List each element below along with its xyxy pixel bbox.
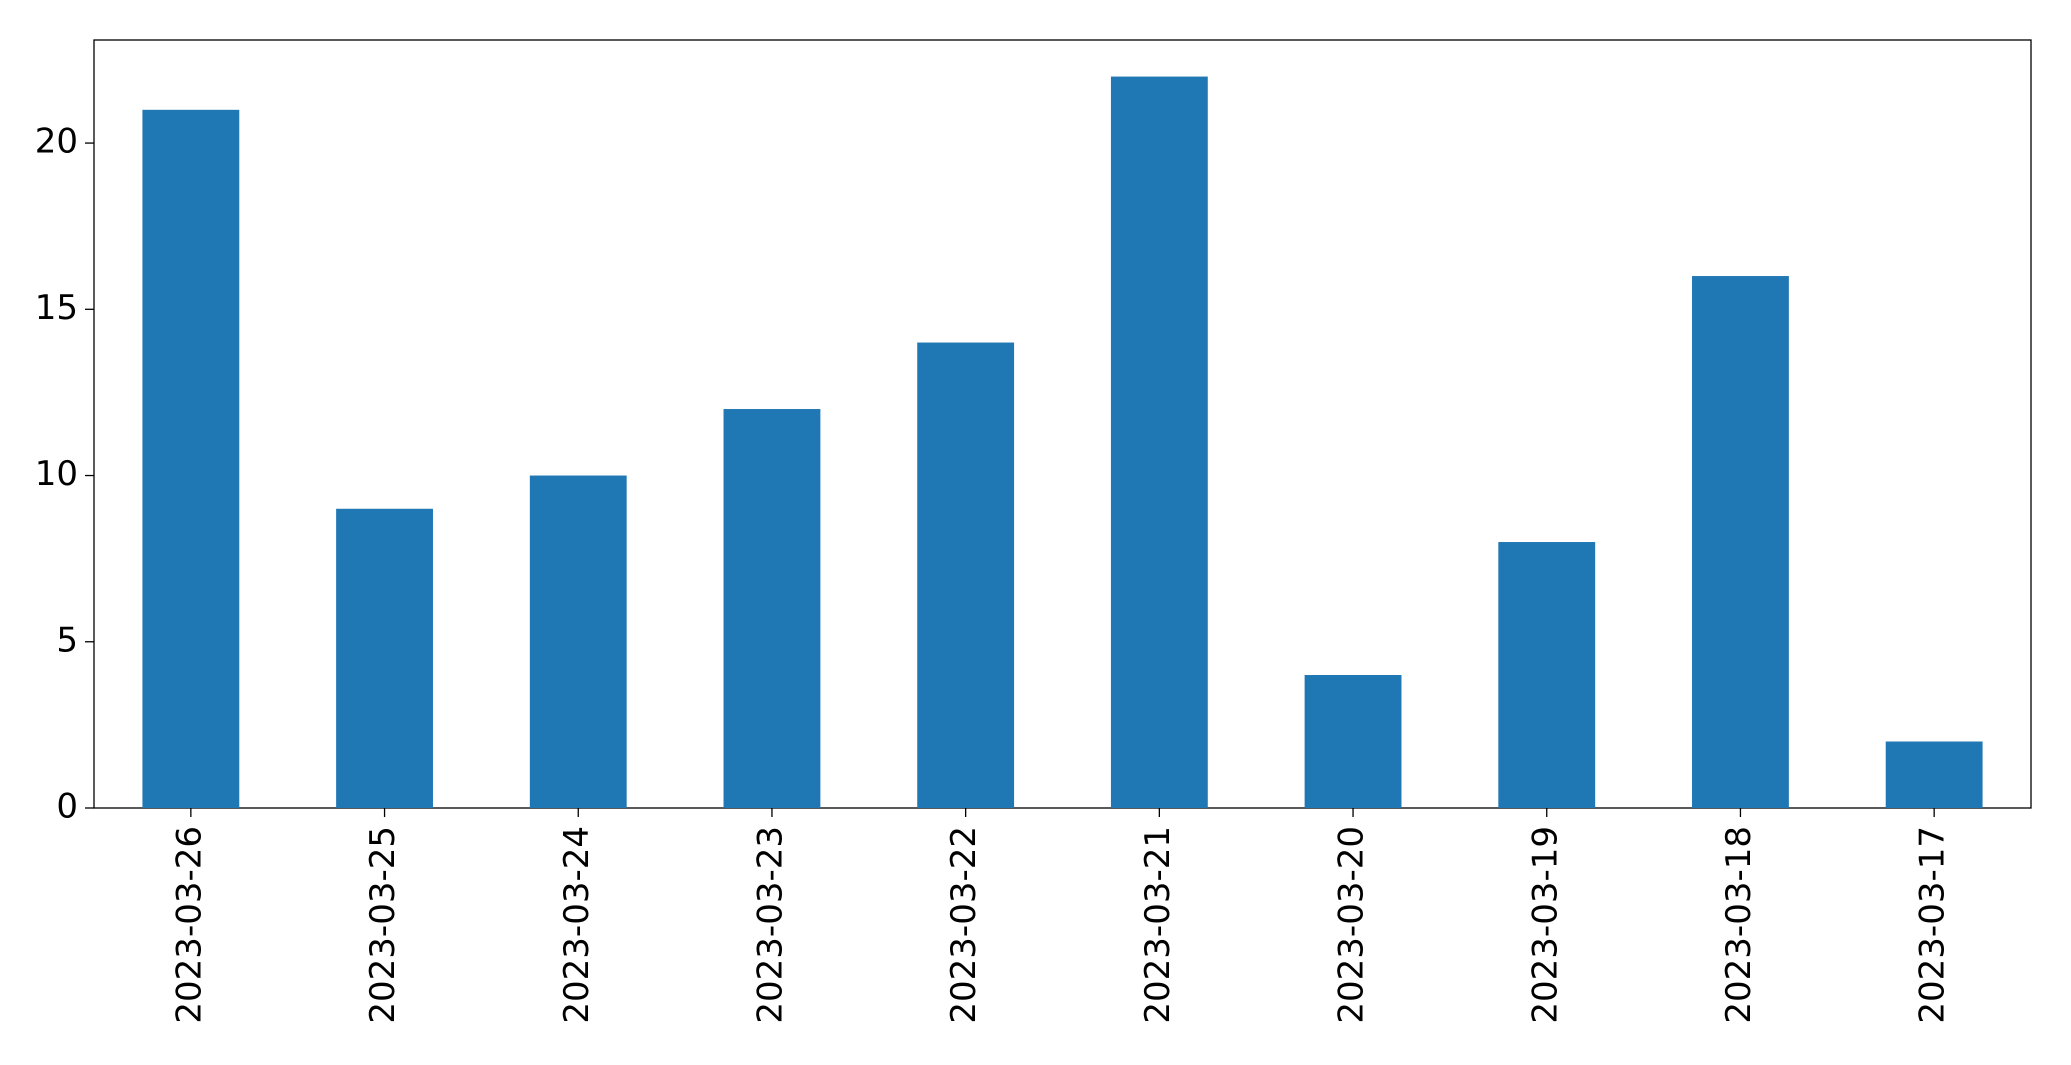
bar bbox=[917, 342, 1015, 808]
bar bbox=[1498, 542, 1596, 808]
x-tick-label: 2023-03-26 bbox=[169, 826, 209, 1024]
x-tick-label: 2023-03-20 bbox=[1332, 826, 1372, 1024]
x-tick-label: 2023-03-18 bbox=[1719, 826, 1759, 1024]
bar bbox=[1110, 76, 1208, 809]
x-tick-label: 2023-03-17 bbox=[1913, 826, 1953, 1024]
bar bbox=[1692, 276, 1789, 808]
bar bbox=[529, 475, 627, 808]
y-tick-label: 15 bbox=[35, 288, 78, 328]
x-tick-label: 2023-03-19 bbox=[1525, 826, 1565, 1024]
plot-frame bbox=[93, 39, 2032, 809]
x-tick-label: 2023-03-23 bbox=[750, 826, 790, 1024]
y-tick-label: 20 bbox=[35, 122, 78, 162]
y-tick-label: 10 bbox=[35, 454, 78, 494]
bar bbox=[1885, 741, 1983, 808]
bar bbox=[336, 508, 433, 808]
x-tick-label: 2023-03-24 bbox=[557, 826, 597, 1024]
x-tick-label: 2023-03-22 bbox=[944, 826, 984, 1024]
bar bbox=[723, 409, 821, 808]
y-tick-label: 0 bbox=[56, 787, 78, 827]
x-tick-label: 2023-03-21 bbox=[1138, 826, 1178, 1024]
bar bbox=[1304, 675, 1402, 808]
bar bbox=[142, 109, 240, 809]
y-tick-label: 5 bbox=[56, 620, 78, 660]
x-tick-label: 2023-03-25 bbox=[363, 826, 403, 1024]
